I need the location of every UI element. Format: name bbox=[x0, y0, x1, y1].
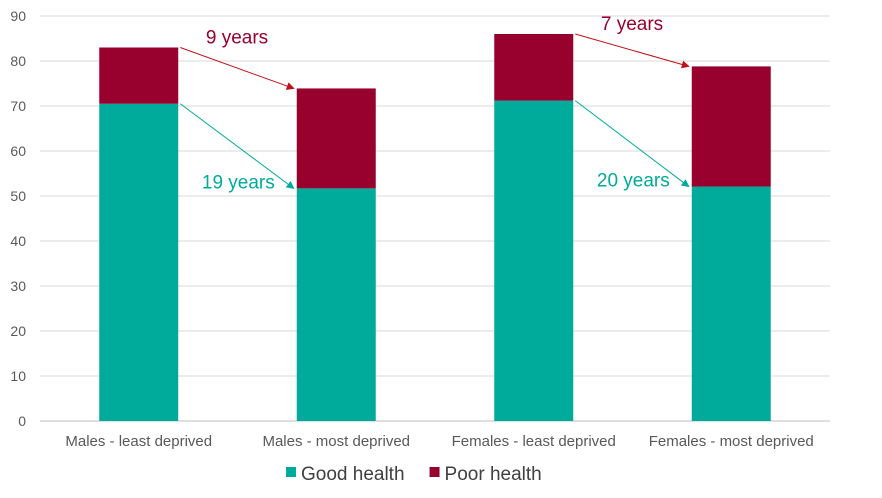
bar-poor-health bbox=[296, 88, 376, 189]
legend-swatch bbox=[429, 467, 440, 477]
annotation-arrow bbox=[180, 47, 295, 90]
y-tick-label: 60 bbox=[10, 143, 26, 159]
annotation-arrow bbox=[574, 100, 690, 188]
y-axis-ticks: 0 10 20 30 40 50 60 70 80 90 bbox=[10, 8, 26, 429]
y-tick-label: 0 bbox=[18, 413, 26, 429]
y-tick-label: 30 bbox=[10, 278, 26, 294]
x-tick-label: Females - most deprived bbox=[649, 433, 814, 450]
y-tick-label: 50 bbox=[10, 188, 26, 204]
x-tick-label: Males - most deprived bbox=[262, 433, 410, 450]
y-tick-label: 40 bbox=[10, 233, 26, 249]
annotation-arrow bbox=[575, 33, 690, 69]
y-tick-label: 90 bbox=[10, 8, 26, 24]
legend-label: Good health bbox=[301, 464, 405, 485]
y-tick-label: 70 bbox=[10, 98, 26, 114]
bars bbox=[99, 34, 771, 421]
x-axis-labels: Males - least deprived Males - most depri… bbox=[65, 433, 813, 450]
y-tick-label: 80 bbox=[10, 53, 26, 69]
bar-good-health bbox=[691, 186, 771, 421]
annotation-label: 9 years bbox=[206, 28, 268, 49]
bar-good-health bbox=[494, 100, 574, 421]
legend: Good health Poor health bbox=[286, 464, 542, 485]
bar-poor-health bbox=[691, 66, 771, 187]
annotation-label: 7 years bbox=[601, 14, 663, 35]
annotation-label: 19 years bbox=[202, 172, 275, 193]
annotation-arrow bbox=[179, 103, 295, 189]
bar-poor-health bbox=[494, 34, 574, 101]
legend-label: Poor health bbox=[445, 464, 542, 485]
annotations: 9 years 19 years 7 years 20 years bbox=[179, 14, 690, 193]
legend-swatch bbox=[286, 467, 296, 477]
x-tick-label: Males - least deprived bbox=[65, 433, 212, 450]
bar-good-health bbox=[99, 103, 179, 421]
y-tick-label: 10 bbox=[10, 368, 26, 384]
x-tick-label: Females - least deprived bbox=[452, 433, 616, 450]
y-tick-label: 20 bbox=[10, 323, 26, 339]
bar-good-health bbox=[296, 188, 376, 421]
bar-poor-health bbox=[99, 47, 179, 104]
annotation-label: 20 years bbox=[597, 171, 670, 192]
